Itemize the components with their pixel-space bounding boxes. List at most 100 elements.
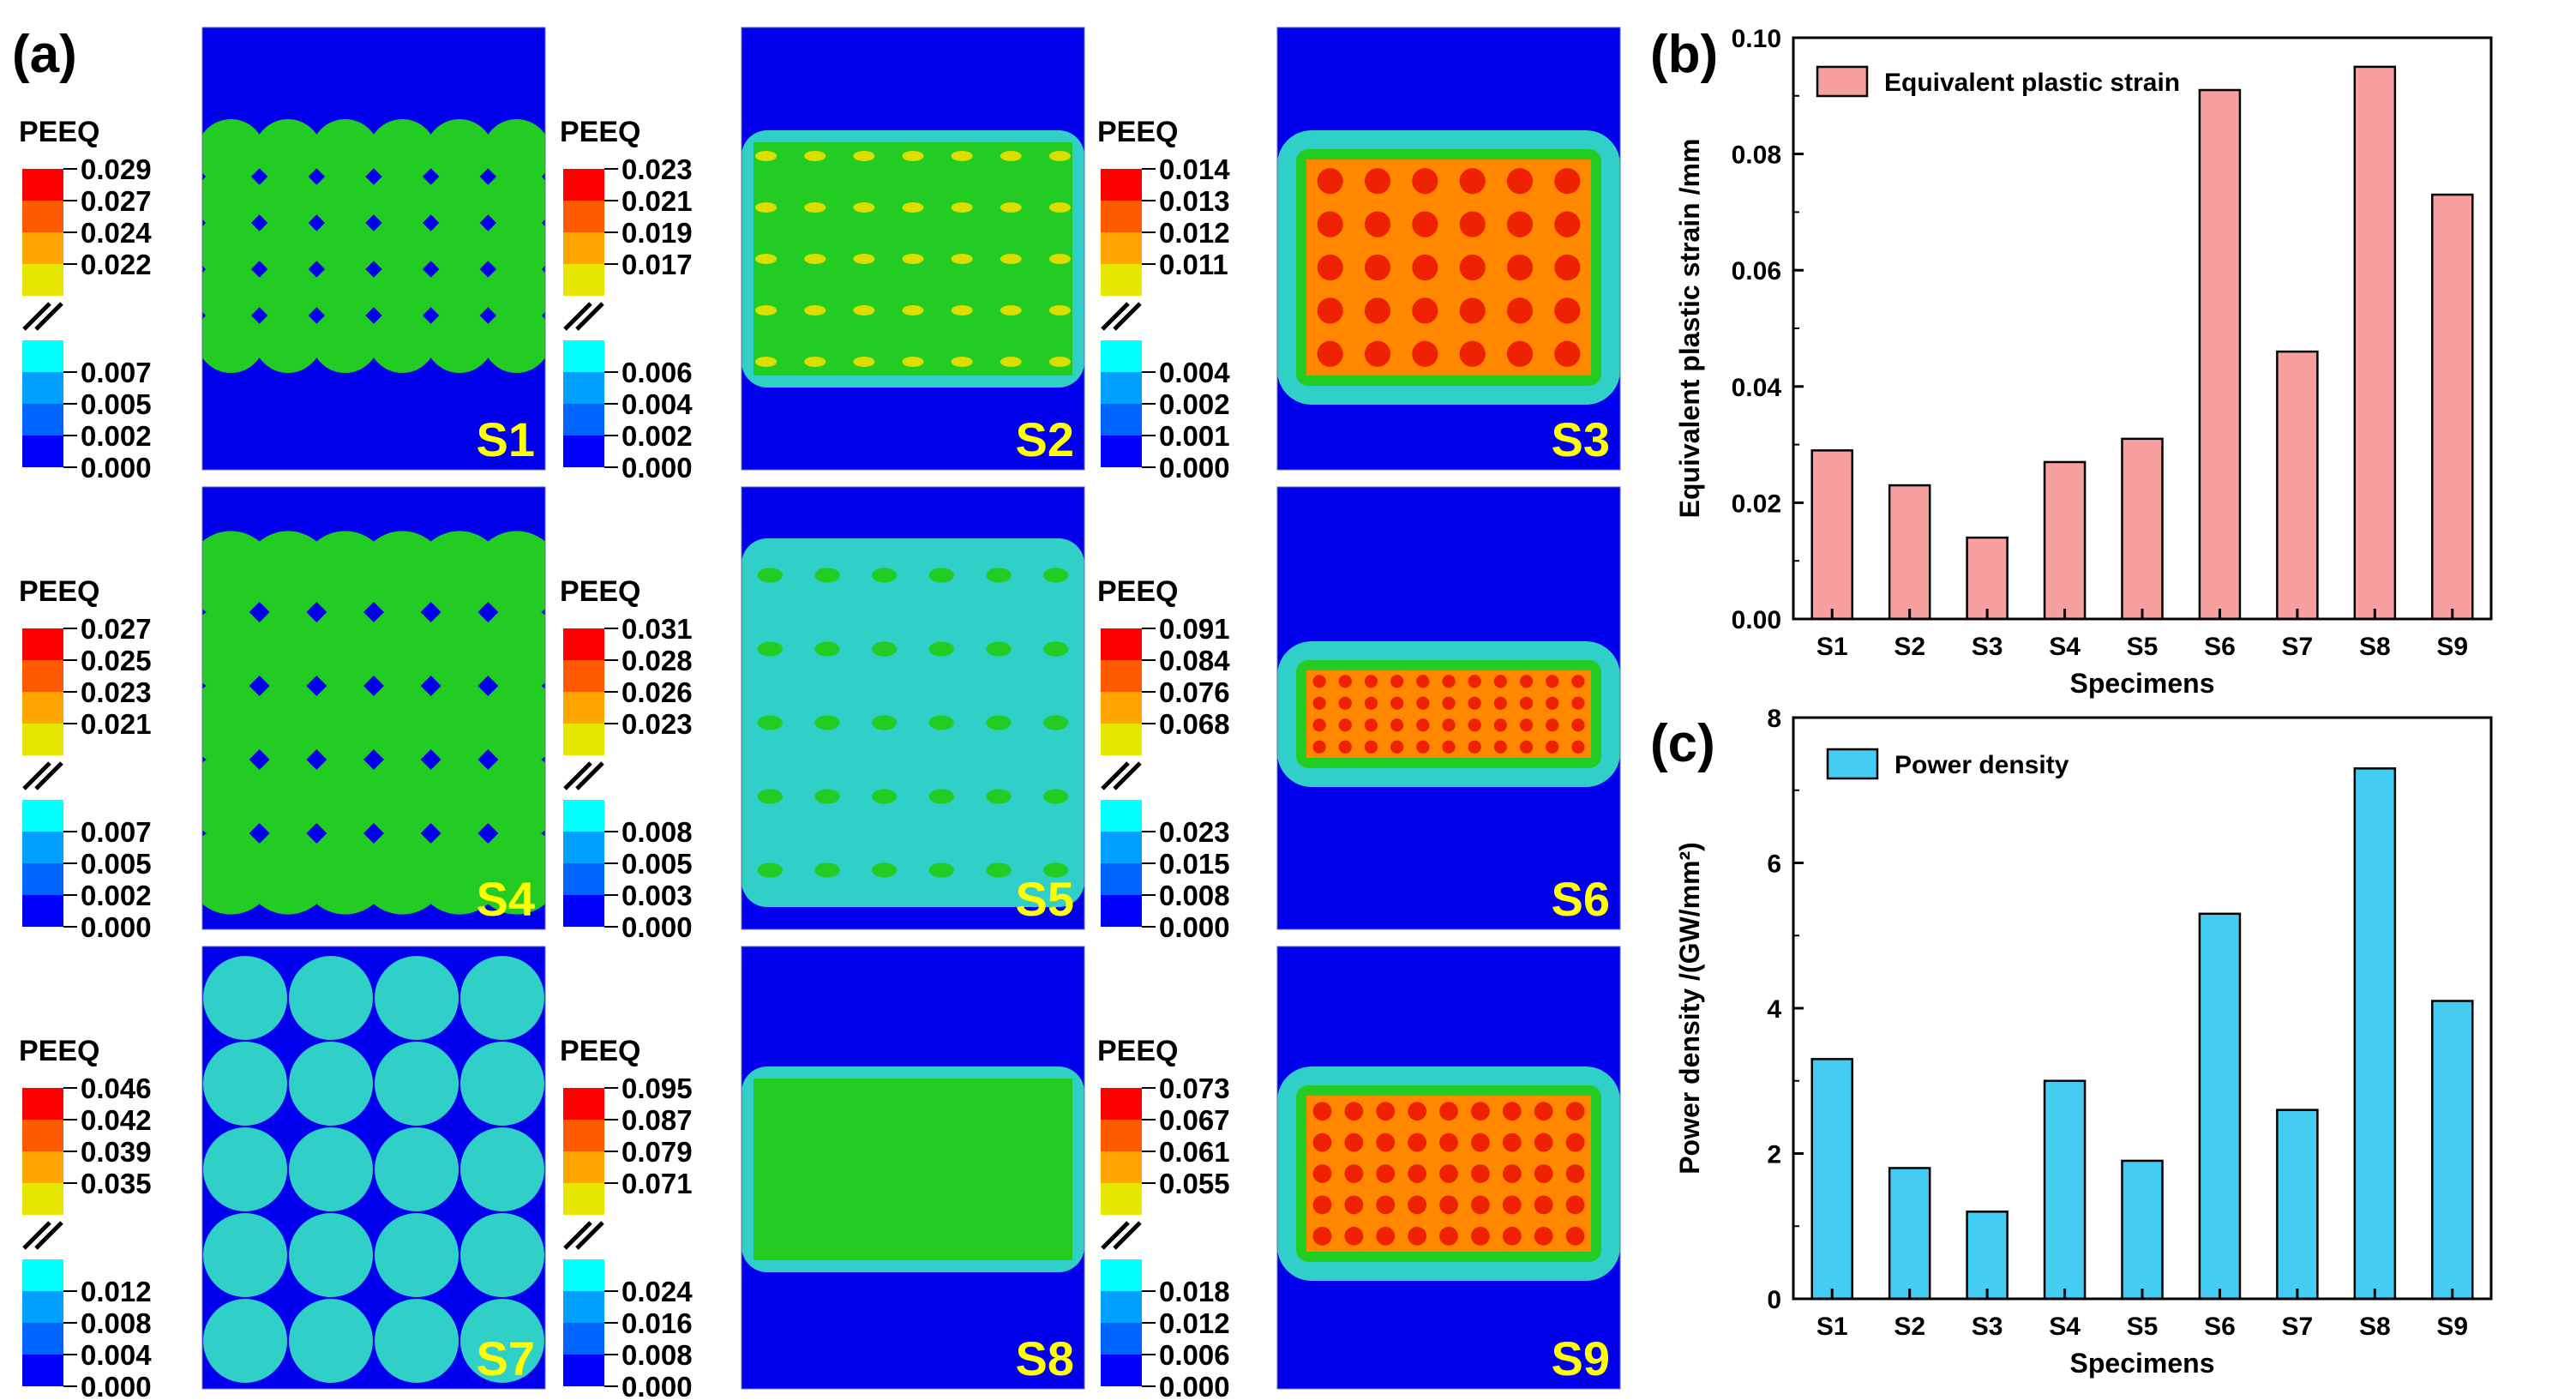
contour-spot xyxy=(853,305,875,315)
contour-spot xyxy=(804,151,826,161)
legend-color-swatch xyxy=(563,169,604,201)
contour-spot xyxy=(1468,675,1481,688)
x-tick-label: S2 xyxy=(1894,1313,1925,1341)
contour-spot xyxy=(472,604,545,694)
legend-color-swatch xyxy=(22,800,63,832)
legend-value-high: 0.091 xyxy=(1159,613,1230,645)
contour-spot xyxy=(472,531,545,620)
legend-color-swatch xyxy=(563,1259,604,1291)
contour-spot xyxy=(1317,254,1343,281)
contour-spot xyxy=(1000,357,1022,367)
contour-hole xyxy=(306,676,327,696)
legend-color-swatch xyxy=(563,1088,604,1120)
contour-spot xyxy=(1043,789,1069,804)
contour-spot xyxy=(289,1213,373,1297)
y-tick-label: 4 xyxy=(1767,995,1781,1024)
legend-color-swatch xyxy=(1101,724,1142,755)
contour-spot xyxy=(757,715,783,730)
contour-spot xyxy=(986,568,1012,583)
contour-spot xyxy=(375,956,459,1040)
legend-color-swatch xyxy=(1101,1323,1142,1355)
contour-spot xyxy=(1312,1164,1332,1183)
legend-value-high: 0.021 xyxy=(621,185,693,217)
contour-spot xyxy=(1519,675,1534,688)
specimen-label: S6 xyxy=(1552,872,1611,926)
x-tick-label: S7 xyxy=(2282,633,2314,661)
legend-color-swatch xyxy=(1101,232,1142,264)
specimen-label: S8 xyxy=(1016,1331,1075,1385)
contour-spot xyxy=(1344,1102,1364,1121)
legend-value-low: 0.002 xyxy=(1159,388,1230,420)
contour-spot xyxy=(1459,254,1486,281)
contour-spot xyxy=(951,254,973,264)
legend-color-swatch xyxy=(22,340,63,372)
contour-spot xyxy=(1000,151,1022,161)
contour-spot xyxy=(1054,1247,1072,1256)
contour-spot xyxy=(925,1165,944,1174)
contour-spot xyxy=(1439,1133,1458,1152)
contour-hole xyxy=(422,261,440,278)
contour-spot xyxy=(871,568,898,583)
legend-color-swatch xyxy=(1101,372,1142,404)
contour-spot xyxy=(1412,168,1438,195)
peeq-legend-title: PEEQ xyxy=(560,575,640,608)
legend-color-swatch xyxy=(22,436,63,467)
contour-spot xyxy=(925,1247,944,1256)
specimen-label: S4 xyxy=(477,872,536,926)
contour-hole xyxy=(363,602,384,622)
legend-value-low: 0.005 xyxy=(81,388,152,420)
contour-spot xyxy=(986,641,1012,657)
contour-spot xyxy=(1412,297,1438,324)
contour-spot xyxy=(1506,340,1534,367)
contour-spot xyxy=(1344,1164,1364,1183)
contour-spot xyxy=(1442,675,1456,688)
bar-s8 xyxy=(2353,65,2397,621)
panel-b-label: (b) xyxy=(1650,25,1718,84)
x-tick-label: S9 xyxy=(2436,633,2468,661)
contour-spot xyxy=(1468,740,1481,754)
contour-spot xyxy=(1468,718,1481,732)
legend-label: Power density xyxy=(1894,751,2069,779)
contour-frame xyxy=(1276,946,1621,1390)
legend-color-swatch xyxy=(1101,692,1142,724)
contour-spot xyxy=(375,1299,459,1383)
contour-spot xyxy=(1408,1133,1427,1152)
contour-hole xyxy=(420,676,441,696)
legend-value-high: 0.017 xyxy=(621,249,693,280)
contour-spot xyxy=(882,1206,901,1215)
contour-spot xyxy=(1459,211,1486,237)
contour-spot xyxy=(882,1165,901,1174)
contour-spot xyxy=(796,1247,815,1256)
y-tick-label: 0 xyxy=(1767,1286,1781,1314)
contour-spot xyxy=(1554,340,1581,367)
y-tick-label: 0.10 xyxy=(1732,25,1781,53)
contour-spot xyxy=(1364,254,1391,281)
x-tick-label: S4 xyxy=(2049,1313,2081,1341)
contour-spot xyxy=(1054,1165,1072,1174)
peeq-legend-title: PEEQ xyxy=(19,575,99,608)
legend-value-low: 0.002 xyxy=(81,880,152,911)
contour-spot xyxy=(814,862,840,878)
contour-spot xyxy=(1493,718,1508,732)
contour-spot xyxy=(871,715,898,730)
contour-spot xyxy=(1011,1083,1030,1091)
contour-spot xyxy=(1554,168,1581,195)
contour-spot xyxy=(1502,1226,1522,1246)
contour-spot xyxy=(1317,297,1343,324)
panel-c-chart: 0 2 4 6 8 S1 S2 S3 S4 S5 S6 S7 S8 S9 Specimens Power de… xyxy=(1674,705,2493,1379)
contour-spot xyxy=(925,1206,944,1215)
contour-spot xyxy=(1439,1226,1458,1246)
contour-spot xyxy=(1519,696,1534,710)
contour-spot xyxy=(986,715,1012,730)
contour-frame xyxy=(741,27,1085,471)
legend-color-swatch xyxy=(563,404,604,436)
contour-hole xyxy=(479,261,497,278)
bar-s1 xyxy=(1810,449,1853,621)
legend-value-high: 0.019 xyxy=(621,217,693,249)
legend-value-low: 0.024 xyxy=(621,1276,693,1307)
contour-spot xyxy=(1546,696,1559,710)
contour-spot xyxy=(1376,1133,1396,1152)
contour-spot xyxy=(755,254,778,264)
legend-value-high: 0.035 xyxy=(81,1168,152,1199)
